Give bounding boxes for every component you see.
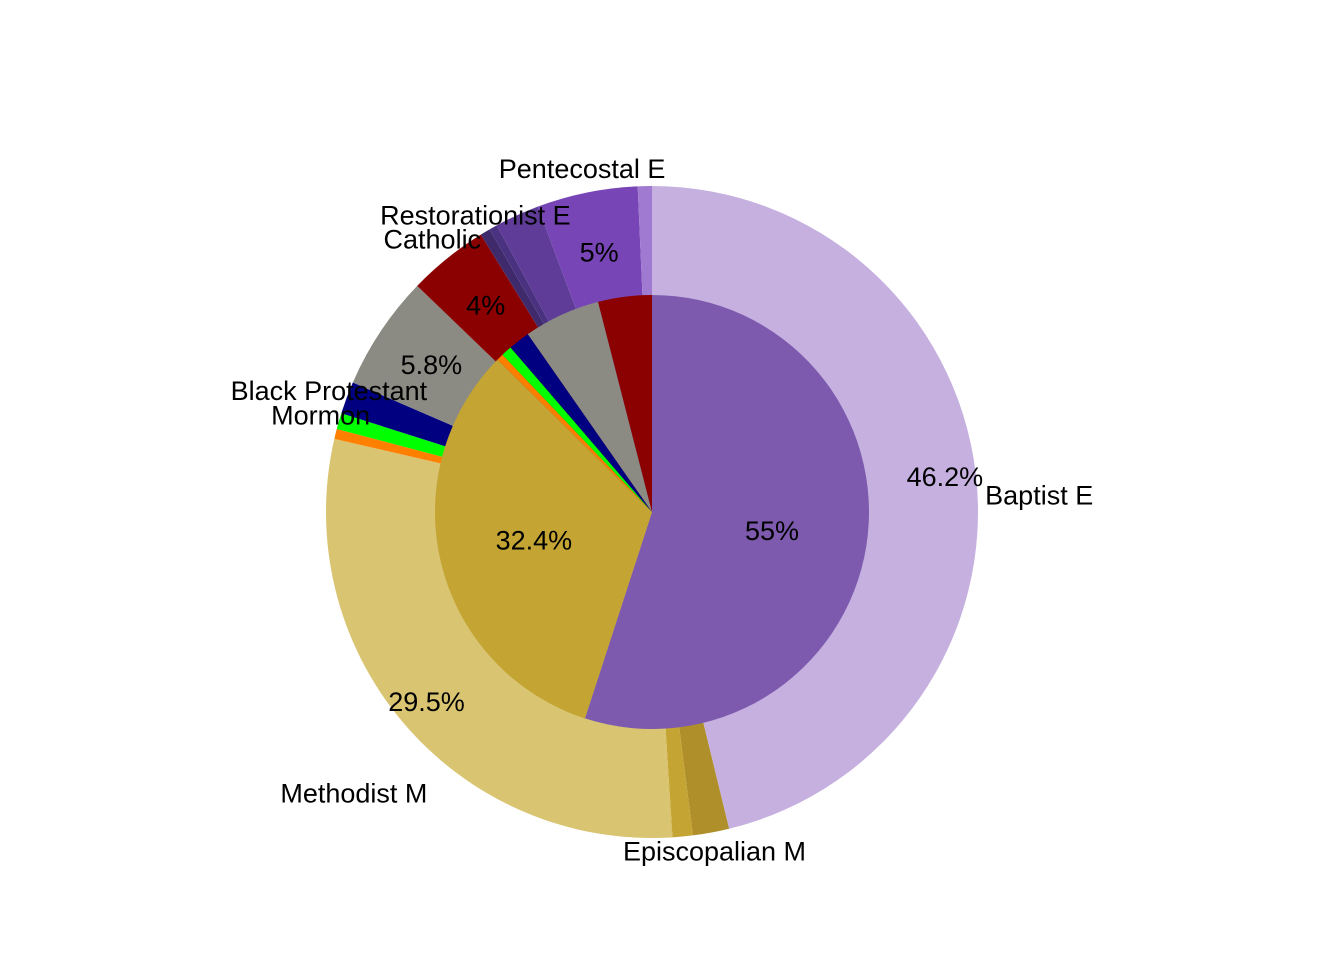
category-label-baptist-e: Baptist E (985, 481, 1093, 511)
outer-pct-label-catholic: 4% (466, 291, 505, 321)
category-label-episcopalian-m: Episcopalian M (623, 836, 806, 866)
slice-labels: 55% 32.4% 46.2% 29.5% 5.8%4% 5% Baptist E Episc… (231, 154, 1094, 866)
inner-ring (434, 295, 869, 729)
inner-slice-catholic (598, 295, 652, 512)
category-label-restorationist-e: Restorationist E (380, 201, 571, 231)
outer-pct-label-other: 5.8% (401, 350, 463, 380)
inner-pct-label-mainline: 32.4% (496, 526, 573, 556)
outer-pct-label-baptist-e: 46.2% (907, 462, 984, 492)
inner-slice-black-protestant (510, 334, 652, 512)
category-label-catholic: Catholic (384, 225, 482, 255)
inner-slice-orthodox (497, 354, 652, 512)
category-label-pentecostal-e: Pentecostal E (499, 154, 666, 184)
outer-pct-label-pentecostal-e: 5% (580, 237, 619, 267)
outer-pct-label-methodist-m: 29.5% (388, 687, 465, 717)
category-label-methodist-m: Methodist M (280, 778, 427, 808)
inner-slice-mainline (434, 359, 652, 719)
inner-slice-mormon (502, 347, 652, 512)
category-label-black-protestant: Black Protestant (231, 376, 428, 406)
inner-pct-label-evangelical: 55% (745, 516, 799, 546)
inner-slice-evangelical (584, 295, 869, 729)
inner-slice-other (527, 301, 652, 512)
category-label-mormon: Mormon (271, 401, 370, 431)
